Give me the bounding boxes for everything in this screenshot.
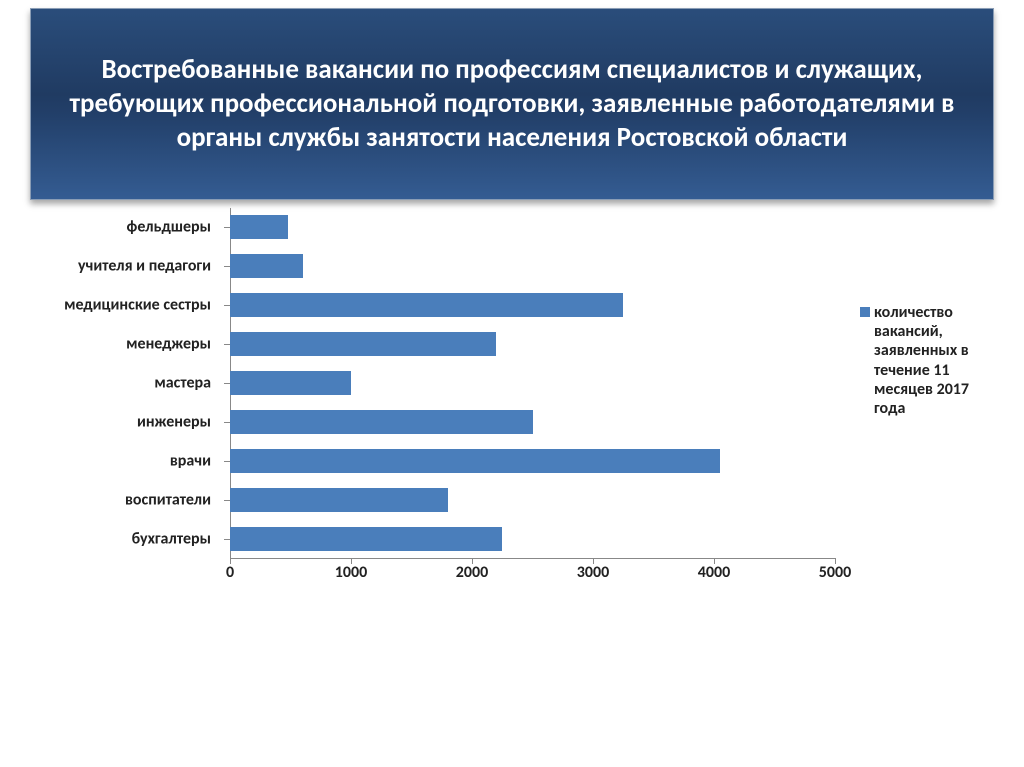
- y-axis-label: бухгалтеры: [11, 529, 219, 548]
- x-axis-label: 0: [200, 563, 260, 582]
- y-axis-label: инженеры: [11, 412, 219, 431]
- y-axis-label: медицинские сестры: [11, 296, 219, 315]
- x-axis-label: 2000: [442, 563, 502, 582]
- bar: [230, 215, 288, 239]
- bar: [230, 371, 351, 395]
- y-axis-label: мастера: [11, 374, 219, 393]
- y-axis-label: воспитатели: [11, 490, 219, 509]
- x-axis-label: 4000: [684, 563, 744, 582]
- y-axis-label: врачи: [11, 451, 219, 470]
- bar: [230, 254, 303, 278]
- y-axis-label: учителя и педагоги: [11, 257, 219, 276]
- y-axis-label: менеджеры: [11, 335, 219, 354]
- bar: [230, 410, 533, 434]
- bar: [230, 449, 720, 473]
- bar: [230, 293, 623, 317]
- x-axis-label: 1000: [321, 563, 381, 582]
- x-axis-label: 5000: [805, 563, 865, 582]
- bar-chart: количество вакансий, заявленных в течени…: [15, 208, 1009, 588]
- bar: [230, 332, 496, 356]
- legend-label: количество вакансий, заявленных в течени…: [874, 303, 999, 418]
- bar: [230, 527, 502, 551]
- y-axis-label: фельдшеры: [11, 218, 219, 237]
- x-axis-label: 3000: [563, 563, 623, 582]
- bar: [230, 488, 448, 512]
- legend-swatch: [860, 307, 870, 317]
- title-box: Востребованные вакансии по профессиям сп…: [30, 8, 994, 200]
- slide: Востребованные вакансии по профессиям сп…: [0, 0, 1024, 767]
- slide-title: Востребованные вакансии по профессиям сп…: [51, 53, 973, 154]
- legend: количество вакансий, заявленных в течени…: [860, 303, 1005, 418]
